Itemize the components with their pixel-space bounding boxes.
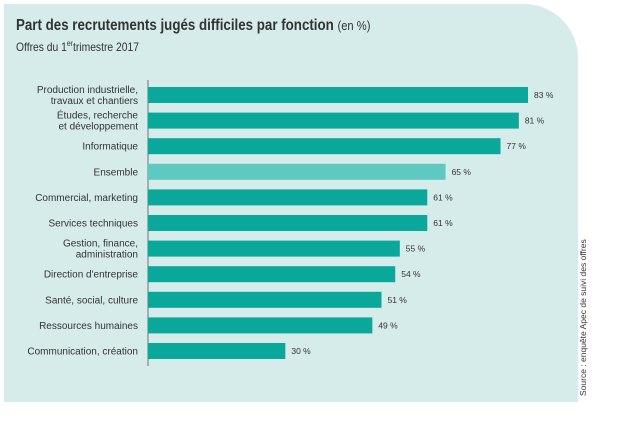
bar-0 <box>148 87 528 103</box>
value-label-10: 30 % <box>291 346 311 356</box>
bar-8 <box>148 291 382 308</box>
value-label-5: 61 % <box>433 218 453 228</box>
value-label-0: 83 % <box>534 90 554 100</box>
bar-4 <box>148 189 428 206</box>
category-label-6-0: Gestion, finance, <box>63 239 138 250</box>
chart-title: Part des recrutements jugés difficiles p… <box>16 17 370 35</box>
bar-5 <box>148 215 428 231</box>
category-label-1-0: Études, recherche <box>57 109 139 122</box>
value-label-9: 49 % <box>378 320 398 330</box>
bar-7 <box>148 266 396 283</box>
subtitle-superscript: er <box>66 39 74 48</box>
category-label-4-0: Commercial, marketing <box>35 193 138 204</box>
value-label-7: 54 % <box>401 269 421 279</box>
value-label-3: 65 % <box>452 167 472 177</box>
category-label-0-1: travaux et chantiers <box>51 96 138 107</box>
bar-1 <box>148 112 519 129</box>
value-label-6: 55 % <box>406 244 426 254</box>
bar-3 <box>148 163 446 180</box>
chart-subtitle: Offres du 1ertrimestre 2017 <box>16 39 139 54</box>
category-label-1-1: et développement <box>58 122 138 133</box>
category-label-3-0: Ensemble <box>94 167 139 178</box>
category-label-7-0: Direction d'entreprise <box>44 270 139 281</box>
value-label-2: 77 % <box>507 141 527 151</box>
value-label-4: 61 % <box>433 192 453 202</box>
category-label-0-0: Production industrielle, <box>37 85 138 96</box>
subtitle-prefix: Offres du 1 <box>16 40 67 54</box>
category-label-2-0: Informatique <box>82 142 138 153</box>
value-label-8: 51 % <box>387 295 407 305</box>
bar-6 <box>148 240 400 257</box>
category-label-6-1: administration <box>76 250 138 261</box>
category-label-5-0: Services techniques <box>49 219 139 230</box>
bar-9 <box>148 317 373 334</box>
category-label-10-0: Communication, création <box>27 347 138 358</box>
chart-title-text: Part des recrutements jugés difficiles p… <box>16 17 334 34</box>
category-label-8-0: Santé, social, culture <box>45 295 138 306</box>
category-label-9-0: Ressources humaines <box>39 321 138 332</box>
value-label-1: 81 % <box>525 116 545 126</box>
source-note: Source : enquête Apec de suivi des offre… <box>578 239 588 396</box>
bar-10 <box>148 343 286 359</box>
chart-title-unit: (en %) <box>337 18 371 33</box>
bar-2 <box>148 138 501 155</box>
subtitle-suffix: trimestre 2017 <box>73 40 139 54</box>
